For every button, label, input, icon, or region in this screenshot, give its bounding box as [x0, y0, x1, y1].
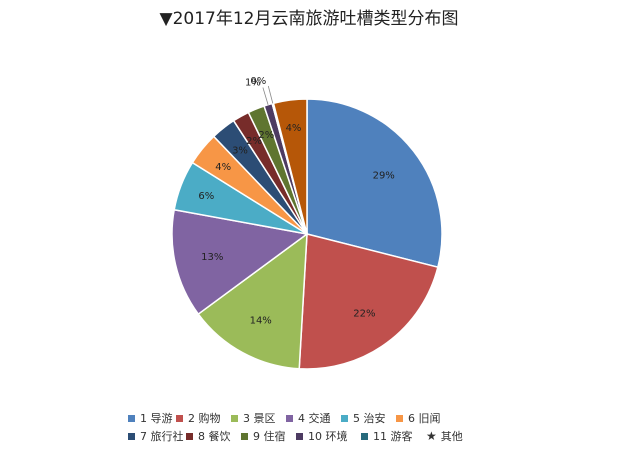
slice-label: 14%: [250, 315, 272, 326]
legend-swatch: [296, 432, 303, 440]
slice-label: 2%: [258, 130, 274, 141]
legend-label: 6 旧闻: [408, 412, 441, 425]
slice-label: 2%: [246, 136, 262, 147]
legend-swatch: [186, 432, 193, 440]
legend-label: 2 购物: [188, 412, 221, 425]
legend-swatch: [396, 414, 403, 422]
slice-label: 0%: [250, 76, 266, 87]
legend-item: 4 交通: [286, 410, 341, 426]
pie-slice: [306, 98, 443, 269]
legend-item: 7 旅行社: [128, 428, 186, 444]
legend-label: 3 景区: [243, 412, 276, 425]
leader-line: [262, 87, 269, 105]
slice-label: 4%: [215, 162, 231, 173]
legend-label: 4 交通: [298, 412, 331, 425]
legend-label: 1 导游: [140, 412, 173, 425]
legend-label: 其他: [440, 430, 463, 443]
legend-swatch: [286, 414, 293, 422]
slice-label: 1%: [245, 78, 261, 89]
legend-swatch: [231, 414, 238, 422]
slice-label: 6%: [198, 191, 214, 202]
legend-swatch: [128, 432, 135, 440]
legend-row: 7 旅行社 8 餐饮 9 住宿 10 环境 11 游客 ★ 其他: [128, 427, 528, 445]
legend-item: 2 购物: [176, 410, 231, 426]
pie-slice: [272, 98, 308, 235]
pie-slice: [298, 233, 439, 370]
legend-item: 6 旧闻: [396, 410, 451, 426]
legend-label: 9 住宿: [253, 430, 286, 443]
legend-item: 11 游客: [361, 428, 426, 444]
slice-label: 22%: [353, 308, 375, 319]
legend-item: ★ 其他: [426, 428, 481, 444]
pie-slice: [197, 232, 308, 370]
pie-slice: [171, 208, 309, 316]
legend-label: 8 餐饮: [198, 430, 231, 443]
slice-label: 29%: [373, 170, 395, 181]
legend-swatch: [241, 432, 248, 440]
leader-line: [267, 85, 274, 104]
legend-item: 10 环境: [296, 428, 361, 444]
legend-item: 3 景区: [231, 410, 286, 426]
chart-title: ▼2017年12月云南旅游吐槽类型分布图: [159, 9, 459, 29]
slice-label: 13%: [201, 252, 223, 263]
legend-swatch: [341, 414, 348, 422]
legend-item: 8 餐饮: [186, 428, 241, 444]
legend-label: 5 治安: [353, 412, 386, 425]
slice-label: 4%: [286, 123, 302, 134]
legend-label: 10 环境: [308, 430, 348, 443]
legend-item: 9 住宿: [241, 428, 296, 444]
legend-label: 11 游客: [373, 430, 413, 443]
legend-swatch: [128, 414, 135, 422]
legend-label: 7 旅行社: [140, 430, 184, 443]
legend-swatch: [176, 414, 183, 422]
star-icon: ★: [426, 429, 437, 443]
legend-swatch: [361, 432, 368, 440]
slice-label: 3%: [232, 145, 248, 156]
legend-item: 5 治安: [341, 410, 396, 426]
legend-row: 1 导游 2 购物 3 景区 4 交通 5 治安 6 旧闻: [128, 409, 528, 427]
chart-legend: 1 导游 2 购物 3 景区 4 交通 5 治安 6 旧闻 7 旅行社 8 餐饮 9 住宿 10…: [128, 409, 528, 445]
pie-chart: 29%22%14%13%6%4%3%2%2%1%0%4%: [171, 76, 443, 370]
legend-item: 1 导游: [128, 410, 176, 426]
